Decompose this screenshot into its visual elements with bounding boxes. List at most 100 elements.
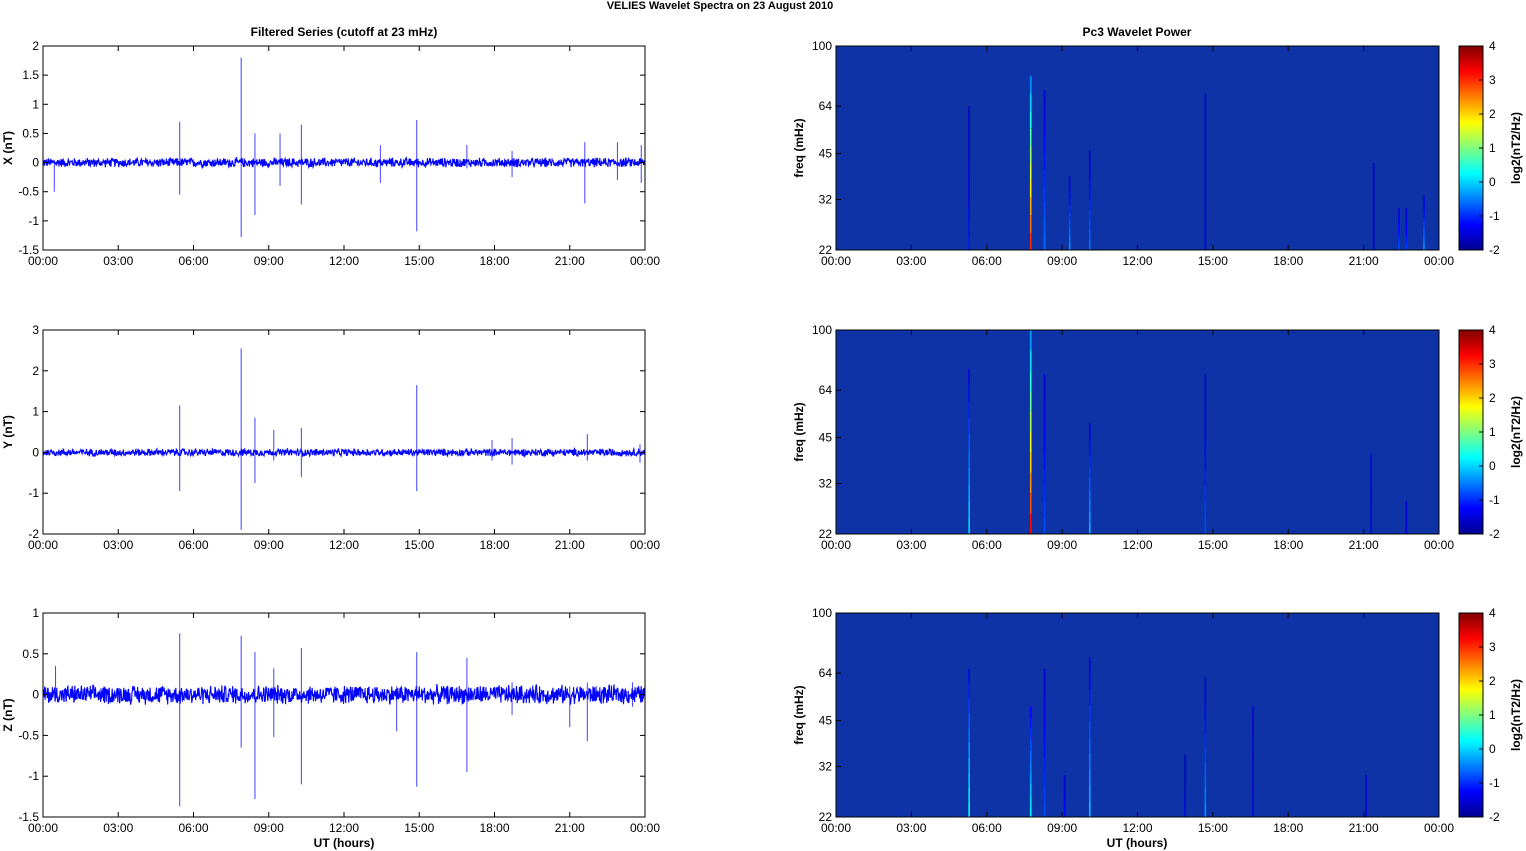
spectrum-xtick-label: 00:00 [1424,821,1454,835]
ytick-label: 2 [32,364,39,378]
series-ylabel: Y (nT) [1,415,15,449]
spectrum-xtick-label: 18:00 [1273,821,1303,835]
series-xtick-label: 09:00 [254,254,284,268]
series-xtick-label: 18:00 [479,538,509,552]
freq-tick-label: 22 [819,527,833,541]
colorbar-tick-label: 4 [1489,39,1496,53]
spectrum-xtick-label: 09:00 [1047,538,1077,552]
freq-tick-label: 32 [819,477,833,491]
series-xtick-label: 03:00 [103,538,133,552]
colorbar-tick-label: 3 [1489,73,1496,87]
ytick-label: -1.5 [18,810,39,824]
freq-tick-label: 100 [812,606,832,620]
spectrum-xtick-label: 09:00 [1047,821,1077,835]
colorbar-tick-label: 2 [1489,107,1496,121]
freq-ylabel: freq (mHz) [792,402,806,461]
right-xlabel: UT (hours) [1107,836,1168,850]
freq-tick-label: 45 [819,147,833,161]
spectrum-xtick-label: 03:00 [896,254,926,268]
colorbar-tick-label: -2 [1489,527,1500,541]
spectrum-xtick-label: 06:00 [972,254,1002,268]
series-xtick-label: 12:00 [329,538,359,552]
spectrum-xtick-label: 00:00 [1424,254,1454,268]
right-column-title: Pc3 Wavelet Power [1083,25,1192,39]
trace-line [42,155,646,170]
freq-ylabel: freq (mHz) [792,685,806,744]
spectrum-xtick-label: 06:00 [972,821,1002,835]
series-xtick-label: 00:00 [28,254,58,268]
freq-tick-label: 32 [819,193,833,207]
freq-tick-label: 64 [819,383,833,397]
colorbar-tick-label: 3 [1489,357,1496,371]
ytick-label: 1.5 [22,68,39,82]
ytick-label: 3 [32,323,39,337]
spectrum-xtick-label: 03:00 [896,538,926,552]
left-column-title: Filtered Series (cutoff at 23 mHz) [251,25,438,39]
colorbar-tick-label: 4 [1489,323,1496,337]
colorbar-label: log2(nT2/Hz) [1509,396,1523,468]
series-xtick-label: 00:00 [630,538,660,552]
ytick-label: -1 [28,769,39,783]
spectrum-xtick-label: 00:00 [821,538,851,552]
spectrum-xtick-label: 15:00 [1198,254,1228,268]
colorbar-tick-label: -1 [1489,776,1500,790]
freq-tick-label: 32 [819,760,833,774]
colorbar-tick-label: 0 [1489,459,1496,473]
freq-tick-label: 100 [812,323,832,337]
plot-area [43,613,645,817]
ytick-label: 0.5 [22,126,39,140]
series-xtick-label: 03:00 [103,821,133,835]
ytick-label: -1 [28,486,39,500]
series-xtick-label: 03:00 [103,254,133,268]
spectrum-xtick-label: 21:00 [1349,538,1379,552]
spectrum-xtick-label: 09:00 [1047,254,1077,268]
colorbar-tick-label: 2 [1489,674,1496,688]
freq-ylabel: freq (mHz) [792,118,806,177]
colorbar-label: log2(nT2/Hz) [1509,679,1523,751]
freq-tick-label: 100 [812,39,832,53]
series-xtick-label: 21:00 [555,538,585,552]
freq-tick-label: 45 [819,431,833,445]
series-ylabel: X (nT) [1,131,15,165]
ytick-label: 0 [32,445,39,459]
series-xtick-label: 00:00 [28,538,58,552]
freq-tick-label: 64 [819,99,833,113]
colorbar-tick-label: -2 [1489,810,1500,824]
ytick-label: 0.5 [22,647,39,661]
spectrum-background [836,46,1439,250]
ytick-label: -1.5 [18,243,39,257]
freq-tick-label: 45 [819,714,833,728]
spectrum-xtick-label: 00:00 [821,821,851,835]
chart-panel-4: 10.50-0.5-1-1.500:00 03:00 06:00 09:00 12:00… [1,606,660,835]
spectrum-xtick-label: 06:00 [972,538,1002,552]
ytick-label: 1 [32,405,39,419]
trace-line [42,683,646,705]
figure-suptitle: VELIES Wavelet Spectra on 23 August 2010 [607,0,834,12]
colorbar-tick-label: 3 [1489,640,1496,654]
chart-panel-0: 21.510.50-0.5-1-1.500:00 03:00 06:00 09:00 1… [1,39,660,268]
panel-grid: 21.510.50-0.5-1-1.500:00 03:00 06:00 09:00 1… [1,39,1523,835]
colorbar-tick-label: 1 [1489,425,1496,439]
freq-tick-label: 22 [819,243,833,257]
series-xtick-label: 00:00 [630,254,660,268]
series-xtick-label: 18:00 [479,254,509,268]
ytick-label: -2 [28,527,39,541]
plot-area [43,46,645,250]
spectrum-xtick-label: 00:00 [821,254,851,268]
series-xtick-label: 12:00 [329,821,359,835]
colorbar-tick-label: 1 [1489,141,1496,155]
spectrum-xtick-label: 03:00 [896,821,926,835]
spectrum-xtick-label: 00:00 [1424,538,1454,552]
ytick-label: -0.5 [18,728,39,742]
freq-tick-label: 22 [819,810,833,824]
ytick-label: 1 [32,97,39,111]
colorbar-tick-label: 0 [1489,175,1496,189]
colorbar-label: log2(nT2/Hz) [1509,112,1523,184]
series-xtick-label: 09:00 [254,538,284,552]
ytick-label: -0.5 [18,185,39,199]
ytick-label: 0 [32,688,39,702]
